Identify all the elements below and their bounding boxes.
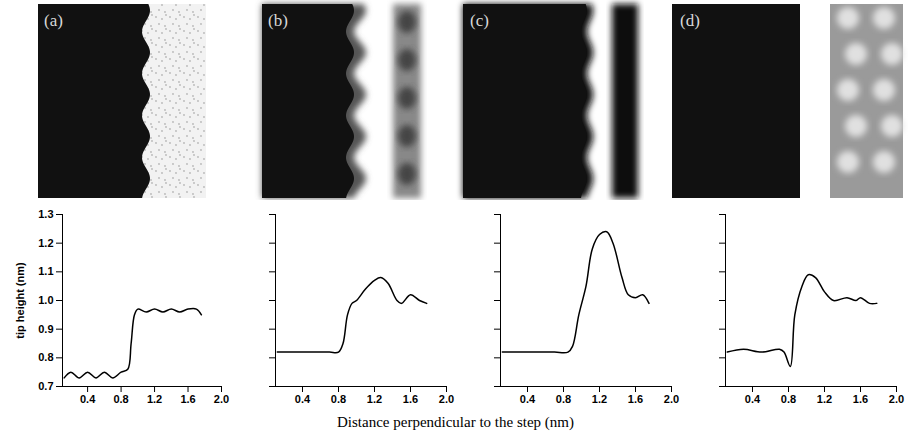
svg-text:1.2: 1.2 <box>147 393 162 405</box>
svg-text:2.0: 2.0 <box>439 393 454 405</box>
svg-text:1.2: 1.2 <box>592 393 607 405</box>
svg-text:1.2: 1.2 <box>817 393 832 405</box>
svg-text:0.8: 0.8 <box>556 393 571 405</box>
svg-text:0.4: 0.4 <box>295 393 311 405</box>
html-text:Distance perpendicular to the: Distance perpendicular to the step (nm) <box>337 414 574 430</box>
svg-text:0.8: 0.8 <box>331 393 346 405</box>
svg-text:0.8: 0.8 <box>781 393 796 405</box>
svg-text:0.7: 0.7 <box>38 380 53 392</box>
svg-text:1.2: 1.2 <box>38 237 53 249</box>
svg-text:(a): (a) <box>44 11 63 30</box>
svg-text:2.0: 2.0 <box>214 393 229 405</box>
svg-text:1.6: 1.6 <box>628 393 643 405</box>
svg-text:1.0: 1.0 <box>38 294 53 306</box>
svg-text:0.4: 0.4 <box>745 393 761 405</box>
svg-text:0.9: 0.9 <box>38 323 53 335</box>
svg-text:(c): (c) <box>470 11 489 30</box>
svg-text:1.6: 1.6 <box>180 393 195 405</box>
svg-text:0.4: 0.4 <box>520 393 536 405</box>
svg-text:0.4: 0.4 <box>80 393 96 405</box>
svg-text:(b): (b) <box>268 11 288 30</box>
svg-text:1.2: 1.2 <box>367 393 382 405</box>
svg-text:2.0: 2.0 <box>664 393 679 405</box>
svg-text:(d): (d) <box>680 11 700 30</box>
svg-text:2.0: 2.0 <box>889 393 904 405</box>
svg-text:tip height (nm): tip height (nm) <box>14 262 26 339</box>
svg-text:1.1: 1.1 <box>38 265 53 277</box>
svg-text:1.6: 1.6 <box>853 393 868 405</box>
svg-text:1.6: 1.6 <box>403 393 418 405</box>
svg-text:0.8: 0.8 <box>113 393 128 405</box>
svg-text:1.3: 1.3 <box>38 208 53 220</box>
svg-text:0.8: 0.8 <box>38 351 53 363</box>
